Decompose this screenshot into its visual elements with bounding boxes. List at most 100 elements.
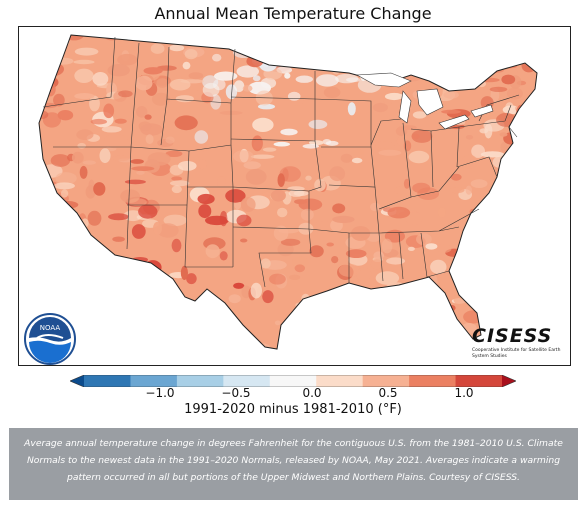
- anomaly-spot: [515, 157, 529, 163]
- anomaly-spot: [315, 337, 337, 344]
- anomaly-spot: [470, 179, 488, 189]
- great-lakes: [355, 72, 494, 130]
- anomaly-spot: [41, 79, 58, 84]
- anomaly-spot: [322, 139, 332, 145]
- anomaly-spot: [401, 125, 417, 130]
- anomaly-spot: [103, 103, 115, 119]
- anomaly-spot: [57, 110, 74, 121]
- anomaly-spot: [57, 246, 75, 263]
- anomaly-spot: [127, 280, 145, 286]
- anomaly-spot: [274, 320, 281, 326]
- anomaly-spot: [55, 172, 77, 185]
- anomaly-spot: [440, 318, 448, 328]
- anomaly-spot: [205, 244, 220, 259]
- anomaly-spot: [228, 294, 241, 304]
- anomaly-spot: [505, 102, 514, 114]
- anomaly-spot: [438, 45, 447, 58]
- anomaly-spot: [87, 210, 102, 226]
- anomaly-spot: [402, 294, 422, 306]
- anomaly-spot: [44, 82, 56, 97]
- anomaly-spot: [338, 263, 361, 277]
- anomaly-spot: [511, 303, 533, 310]
- anomaly-spot: [353, 333, 368, 344]
- anomaly-spot: [375, 271, 400, 285]
- anomaly-spot: [506, 87, 523, 100]
- anomaly-spot: [405, 212, 423, 225]
- anomaly-spot: [361, 52, 371, 63]
- anomaly-spot: [74, 261, 98, 273]
- anomaly-spot: [347, 102, 356, 116]
- anomaly-spot: [416, 233, 432, 246]
- anomaly-spot: [198, 204, 212, 219]
- colorbar-cell: [130, 375, 178, 387]
- anomaly-spot: [262, 147, 277, 152]
- anomaly-spot: [49, 296, 59, 303]
- anomaly-spot: [279, 166, 301, 182]
- anomaly-spot: [313, 221, 336, 231]
- colorbar-end-low: [70, 375, 84, 387]
- anomaly-spot: [73, 59, 95, 65]
- anomaly-spot: [40, 259, 61, 265]
- anomaly-spot: [145, 134, 154, 145]
- anomaly-spot: [411, 129, 433, 143]
- anomaly-spot: [214, 323, 238, 333]
- anomaly-spot: [188, 72, 204, 80]
- anomaly-spot: [260, 258, 271, 269]
- anomaly-spot: [496, 216, 514, 233]
- anomaly-spot: [77, 236, 86, 243]
- anomaly-spot: [252, 343, 272, 349]
- anomaly-spot: [480, 151, 505, 158]
- anomaly-spot: [514, 305, 521, 320]
- anomaly-spot: [99, 148, 111, 164]
- anomaly-spot: [488, 195, 509, 202]
- anomaly-spot: [295, 75, 313, 83]
- anomaly-spot: [180, 79, 205, 84]
- anomaly-spot: [118, 90, 133, 98]
- colorbar-tick: 0.0: [302, 386, 322, 400]
- anomaly-spot: [409, 59, 419, 73]
- anomaly-spot: [515, 50, 532, 59]
- anomaly-spot: [514, 149, 531, 154]
- colorbar-end-high: [502, 375, 516, 387]
- anomaly-spot: [263, 50, 283, 66]
- anomaly-spot: [486, 213, 496, 224]
- anomaly-spot: [53, 182, 75, 190]
- anomaly-spot: [98, 280, 106, 285]
- anomaly-spot: [135, 75, 153, 91]
- anomaly-spot: [113, 46, 137, 52]
- anomaly-spot: [43, 47, 58, 58]
- anomaly-spot: [378, 149, 402, 156]
- anomaly-spot: [139, 275, 151, 288]
- anomaly-spot: [131, 338, 151, 349]
- anomaly-spot: [169, 35, 189, 37]
- anomaly-spot: [57, 201, 79, 209]
- anomaly-spot: [484, 123, 493, 139]
- anomaly-spot: [159, 35, 183, 40]
- anomaly-spot: [71, 151, 84, 164]
- map-title: Annual Mean Temperature Change: [154, 4, 432, 23]
- anomaly-spot: [496, 69, 518, 77]
- anomaly-spot: [74, 93, 95, 100]
- anomaly-spot: [47, 35, 70, 49]
- anomaly-spot: [280, 128, 298, 136]
- anomaly-spot: [170, 180, 190, 187]
- anomaly-spot: [85, 185, 96, 199]
- anomaly-spot: [332, 203, 346, 214]
- anomaly-spot: [217, 176, 226, 189]
- anomaly-spot: [449, 187, 465, 194]
- anomaly-spot: [129, 263, 153, 274]
- anomaly-spot: [316, 325, 337, 337]
- anomaly-spot: [163, 214, 187, 226]
- anomaly-spot: [157, 223, 179, 238]
- anomaly-spot: [117, 53, 138, 66]
- colorbar-cell: [269, 375, 317, 387]
- anomaly-spot: [403, 178, 410, 189]
- anomaly-spot: [463, 310, 484, 324]
- anomaly-spot: [179, 313, 199, 318]
- anomaly-spot: [387, 45, 408, 60]
- anomaly-spot: [443, 91, 459, 99]
- anomaly-spot: [45, 261, 62, 276]
- colorbar-cell: [409, 375, 457, 387]
- anomaly-spot: [476, 234, 500, 240]
- anomaly-spot: [302, 311, 317, 323]
